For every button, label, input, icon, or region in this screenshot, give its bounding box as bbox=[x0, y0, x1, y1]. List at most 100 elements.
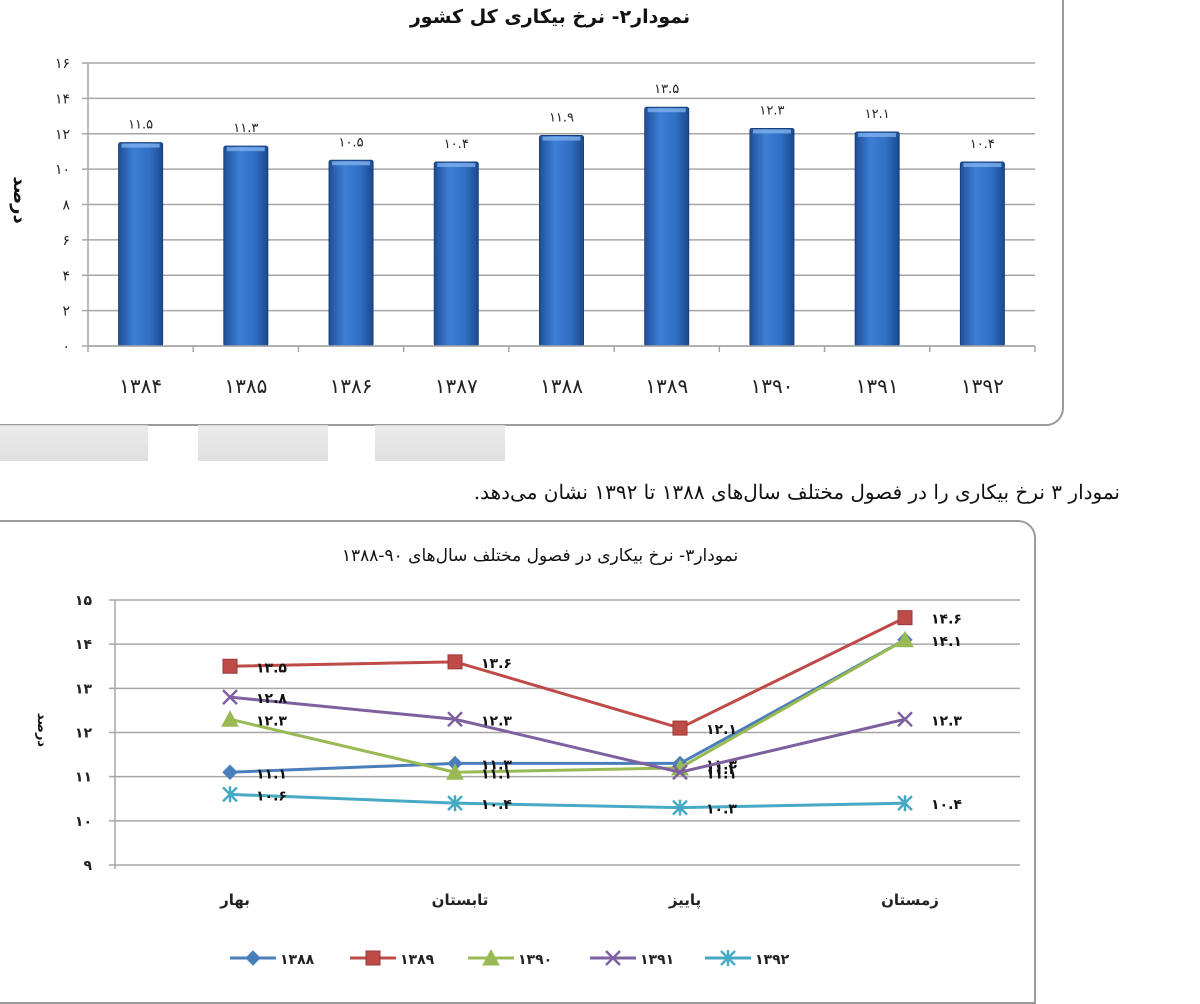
square-marker bbox=[672, 720, 688, 736]
triangle-marker bbox=[896, 630, 914, 648]
y-tick-label: ۱۲ bbox=[75, 726, 93, 742]
x-tick-label: بهار bbox=[219, 891, 250, 909]
triangle-marker bbox=[482, 948, 500, 966]
bar bbox=[223, 145, 269, 347]
legend-label: ۱۳۹۰ bbox=[518, 952, 552, 968]
x-tick-label: ۱۳۹۰ bbox=[750, 374, 793, 398]
bar-value-label: ۱۱.۹ bbox=[549, 111, 574, 126]
data-label: ۱۴.۶ bbox=[931, 612, 962, 628]
data-label: ۱۳.۵ bbox=[256, 660, 287, 676]
y-tick-label: ۱۱ bbox=[75, 770, 92, 786]
bar-value-label: ۱۳.۵ bbox=[654, 82, 679, 97]
x-tick-label: تابستان bbox=[432, 891, 489, 909]
x-tick-label: ۱۳۹۲ bbox=[961, 374, 1004, 398]
y-tick-label: ۹ bbox=[83, 858, 92, 874]
square-marker bbox=[897, 610, 913, 626]
y-tick-label: ۲ bbox=[62, 304, 70, 320]
y-tick-label: ۱۰ bbox=[55, 162, 70, 178]
data-label: ۱۲.۳ bbox=[931, 713, 962, 729]
triangle-marker bbox=[446, 763, 464, 780]
bar-highlight bbox=[226, 147, 265, 152]
series-line bbox=[229, 695, 906, 774]
bar-highlight bbox=[752, 129, 791, 134]
data-label: ۱۱.۱ bbox=[706, 766, 737, 782]
legend-item: ۱۳۹۱ bbox=[590, 950, 674, 968]
bar bbox=[539, 135, 584, 347]
decorative-shadow bbox=[0, 425, 148, 461]
bar bbox=[433, 161, 479, 347]
bar-value-label: ۱۲.۱ bbox=[865, 107, 890, 122]
data-label: ۱۲.۱ bbox=[706, 722, 737, 738]
bar-value-label: ۱۱.۳ bbox=[233, 121, 258, 136]
bar-highlight bbox=[121, 143, 160, 148]
body-caption: نمودار ۳ نرخ بیکاری را در فصول مختلف سال… bbox=[473, 480, 1120, 504]
y-axis-label: درصد bbox=[9, 176, 30, 223]
x-tick-label: ۱۳۸۸ bbox=[540, 374, 583, 398]
data-label: ۱۳.۶ bbox=[481, 656, 512, 672]
legend-label: ۱۳۹۲ bbox=[755, 952, 790, 968]
y-tick-label: ۸ bbox=[62, 198, 70, 214]
bar bbox=[854, 131, 900, 347]
diamond-marker bbox=[222, 764, 238, 780]
legend-item: ۱۳۹۲ bbox=[705, 950, 790, 968]
series-۱۳۹۱: ۱۲.۸ ۱۲.۳ ۱۱.۱ ۱۲.۳ bbox=[222, 689, 962, 782]
data-label: ۱۰.۶ bbox=[256, 788, 287, 804]
x-marker bbox=[447, 711, 463, 728]
legend-label: ۱۳۸۸ bbox=[280, 952, 315, 968]
x-tick-label: ۱۳۸۶ bbox=[330, 374, 373, 398]
line-chart: ۹ ۱۰ ۱۱ ۱۲ ۱۳ ۱۴ ۱۵ درصد بهار تابستان پاییز زمستان ۱… bbox=[34, 593, 1020, 968]
bar-highlight bbox=[963, 163, 1002, 168]
x-marker bbox=[672, 764, 688, 781]
series-line bbox=[229, 792, 906, 810]
x-tick-label: ۱۳۸۷ bbox=[435, 374, 478, 398]
bar-value-label: ۱۰.۵ bbox=[339, 135, 364, 150]
decorative-shadow bbox=[198, 425, 328, 461]
data-label: ۱۰.۴ bbox=[931, 797, 962, 813]
data-label: ۱۱.۲ bbox=[706, 762, 737, 778]
y-tick-label: ۱۵ bbox=[75, 593, 93, 609]
decorative-shadow bbox=[375, 425, 505, 461]
series-۱۳۸۹: ۱۳.۵ ۱۳.۶ ۱۲.۱ ۱۴.۶ bbox=[222, 610, 962, 738]
y-tick-label: ۱۴ bbox=[55, 91, 70, 107]
bar-highlight bbox=[437, 163, 476, 168]
y-tick-label: ۱۰ bbox=[75, 814, 92, 830]
data-label: ۱۴.۱ bbox=[931, 634, 962, 650]
bar-value-label: ۱۰.۴ bbox=[970, 137, 995, 152]
diamond-marker bbox=[245, 950, 261, 966]
square-marker bbox=[365, 950, 381, 966]
x-tick-label: پاییز bbox=[668, 891, 701, 910]
y-tick-label: ۴ bbox=[62, 268, 70, 284]
legend-item: ۱۳۹۰ bbox=[468, 948, 552, 968]
bar-highlight bbox=[542, 136, 581, 141]
x-tick-label: ۱۳۹۱ bbox=[856, 374, 899, 398]
y-tick-label: ۱۲ bbox=[55, 127, 70, 143]
x-tick-label: ۱۳۸۵ bbox=[224, 374, 267, 398]
data-label: ۱۲.۸ bbox=[256, 691, 287, 707]
legend-label: ۱۳۹۱ bbox=[640, 952, 674, 968]
legend-label: ۱۳۸۹ bbox=[400, 952, 435, 968]
x-marker bbox=[897, 711, 913, 728]
legend-item: ۱۳۸۹ bbox=[350, 950, 435, 968]
bar-value-label: ۱۰.۴ bbox=[444, 137, 469, 152]
data-label: ۱۰.۳ bbox=[706, 802, 737, 818]
x-tick-label: ۱۳۸۹ bbox=[645, 374, 688, 398]
bar-highlight bbox=[332, 161, 371, 166]
bar bbox=[959, 161, 1005, 347]
bar bbox=[749, 127, 795, 347]
data-label: ۱۰.۴ bbox=[481, 797, 512, 813]
x-tick-label: ۱۳۸۴ bbox=[119, 374, 162, 398]
bar-highlight bbox=[647, 108, 686, 113]
chart2-title: نمودار۳- نرخ بیکاری در فصول مختلف سال‌ها… bbox=[341, 546, 739, 566]
series-line bbox=[229, 638, 906, 774]
series-line bbox=[229, 616, 906, 730]
bar-highlight bbox=[858, 132, 897, 137]
square-marker bbox=[447, 654, 463, 670]
series-line bbox=[229, 638, 906, 774]
y-tick-label: ۰ bbox=[62, 339, 70, 355]
triangle-marker bbox=[221, 710, 239, 727]
y-tick-label: ۱۳ bbox=[75, 681, 93, 697]
y-axis-label: درصد bbox=[34, 713, 49, 748]
bar-value-label: ۱۲.۳ bbox=[759, 103, 784, 118]
data-label: ۱۱.۱ bbox=[481, 766, 512, 782]
data-label: ۱۱.۳ bbox=[481, 757, 512, 773]
